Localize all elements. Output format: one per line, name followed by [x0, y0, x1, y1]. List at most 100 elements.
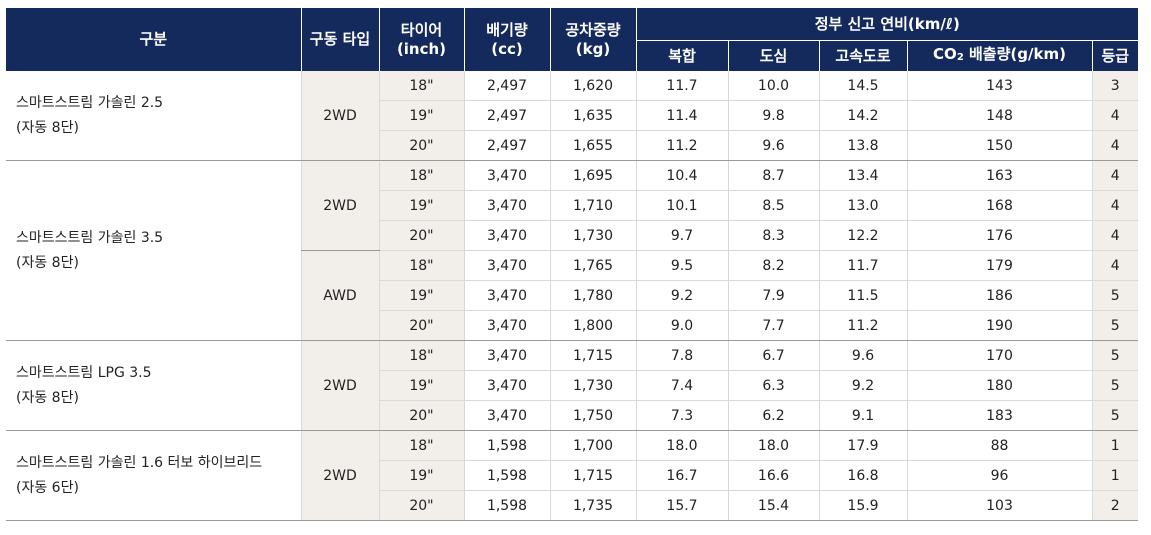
drive-type-cell: 2WD: [300, 160, 379, 251]
displacement-cell: 3,470: [463, 160, 550, 191]
header-fuel-efficiency-group: 정부 신고 연비(km/ℓ): [635, 8, 1138, 41]
header-curb-weight-label: 공차중량: [565, 20, 621, 39]
city-efficiency-cell: 9.6: [727, 130, 819, 161]
combined-efficiency-cell: 16.7: [635, 460, 728, 491]
tire-size-cell: 18": [378, 160, 464, 191]
efficiency-grade-cell: 3: [1091, 71, 1138, 101]
curb-weight-cell: 1,620: [549, 71, 636, 101]
efficiency-grade-cell: 5: [1091, 370, 1138, 401]
highway-efficiency-cell: 13.0: [818, 190, 907, 221]
highway-efficiency-cell: 11.2: [818, 310, 907, 341]
co2-emission-cell: 179: [906, 250, 1092, 281]
co2-emission-cell: 88: [906, 430, 1092, 461]
combined-efficiency-cell: 7.8: [635, 340, 728, 371]
co2-emission-cell: 183: [906, 400, 1092, 431]
city-efficiency-cell: 9.8: [727, 100, 819, 131]
efficiency-grade-cell: 1: [1091, 430, 1138, 461]
displacement-cell: 3,470: [463, 370, 550, 401]
combined-efficiency-cell: 11.7: [635, 71, 728, 101]
displacement-cell: 3,470: [463, 400, 550, 431]
displacement-cell: 3,470: [463, 310, 550, 341]
drive-type-cell: 2WD: [300, 340, 379, 431]
highway-efficiency-cell: 11.5: [818, 280, 907, 311]
city-efficiency-cell: 6.7: [727, 340, 819, 371]
combined-efficiency-cell: 10.1: [635, 190, 728, 221]
highway-efficiency-cell: 14.2: [818, 100, 907, 131]
curb-weight-cell: 1,735: [549, 490, 636, 521]
drive-type-cell: AWD: [300, 250, 379, 341]
co2-emission-cell: 163: [906, 160, 1092, 191]
combined-efficiency-cell: 9.2: [635, 280, 728, 311]
table-row: 19" 2,497 1,635 11.4 9.8 14.2 148 4: [6, 100, 1138, 131]
drive-type-cell: 2WD: [300, 71, 379, 161]
tire-size-cell: 18": [378, 340, 464, 371]
table-row: 20" 2,497 1,655 11.2 9.6 13.8 150 4: [6, 130, 1138, 161]
displacement-cell: 2,497: [463, 100, 550, 131]
displacement-cell: 3,470: [463, 280, 550, 311]
displacement-cell: 2,497: [463, 130, 550, 161]
highway-efficiency-cell: 13.8: [818, 130, 907, 161]
city-efficiency-cell: 10.0: [727, 71, 819, 101]
tire-size-cell: 20": [378, 400, 464, 431]
highway-efficiency-cell: 12.2: [818, 220, 907, 251]
table-body: 스마트스트림 가솔린 2.5 (자동 8단) 2WD 18" 2,497 1,620 11.…: [6, 71, 1138, 521]
displacement-cell: 3,470: [463, 250, 550, 281]
table-row: 20" 3,470 1,800 9.0 7.7 11.2 190 5: [6, 310, 1138, 341]
combined-efficiency-cell: 10.4: [635, 160, 728, 191]
curb-weight-cell: 1,700: [549, 430, 636, 461]
combined-efficiency-cell: 9.7: [635, 220, 728, 251]
curb-weight-cell: 1,715: [549, 460, 636, 491]
header-tire-label: 타이어: [400, 20, 443, 39]
header-displacement-unit: (cc): [491, 39, 523, 58]
co2-emission-cell: 143: [906, 71, 1092, 101]
tire-size-cell: 19": [378, 190, 464, 221]
city-efficiency-cell: 6.2: [727, 400, 819, 431]
table-row: 스마트스트림 가솔린 1.6 터보 하이브리드 (자동 6단) 2WD 18" 1,59…: [6, 430, 1138, 521]
table-row: AWD 18" 3,470 1,765 9.5 8.2 11.7 179 4: [6, 250, 1138, 341]
table-row: 20" 3,470 1,730 9.7 8.3 12.2 176 4: [6, 220, 1138, 251]
curb-weight-cell: 1,750: [549, 400, 636, 431]
tire-size-cell: 20": [378, 130, 464, 161]
combined-efficiency-cell: 15.7: [635, 490, 728, 521]
efficiency-grade-cell: 4: [1091, 130, 1138, 161]
co2-emission-cell: 148: [906, 100, 1092, 131]
displacement-cell: 1,598: [463, 460, 550, 491]
combined-efficiency-cell: 7.3: [635, 400, 728, 431]
efficiency-grade-cell: 4: [1091, 160, 1138, 191]
city-efficiency-cell: 6.3: [727, 370, 819, 401]
co2-emission-cell: 103: [906, 490, 1092, 521]
highway-efficiency-cell: 15.9: [818, 490, 907, 521]
tire-size-cell: 18": [378, 71, 464, 101]
table-row: 20" 3,470 1,750 7.3 6.2 9.1 183 5: [6, 400, 1138, 431]
combined-efficiency-cell: 18.0: [635, 430, 728, 461]
efficiency-grade-cell: 4: [1091, 190, 1138, 221]
tire-size-cell: 19": [378, 100, 464, 131]
table-row: 20" 1,598 1,735 15.7 15.4 15.9 103 2: [6, 490, 1138, 521]
header-displacement: 배기량 (cc): [463, 8, 550, 71]
co2-emission-cell: 150: [906, 130, 1092, 161]
combined-efficiency-cell: 11.4: [635, 100, 728, 131]
curb-weight-cell: 1,780: [549, 280, 636, 311]
city-efficiency-cell: 8.7: [727, 160, 819, 191]
tire-size-cell: 18": [378, 430, 464, 461]
curb-weight-cell: 1,800: [549, 310, 636, 341]
city-efficiency-cell: 7.7: [727, 310, 819, 341]
model-name-cell: 스마트스트림 가솔린 1.6 터보 하이브리드 (자동 6단): [6, 430, 301, 521]
header-curb-weight: 공차중량 (kg): [549, 8, 636, 71]
model-name-cell: 스마트스트림 가솔린 3.5 (자동 8단): [6, 160, 301, 341]
city-efficiency-cell: 16.6: [727, 460, 819, 491]
header-highway: 고속도로: [818, 40, 907, 71]
efficiency-grade-cell: 5: [1091, 280, 1138, 311]
tire-size-cell: 19": [378, 280, 464, 311]
displacement-cell: 3,470: [463, 340, 550, 371]
header-displacement-label: 배기량: [486, 20, 528, 39]
combined-efficiency-cell: 11.2: [635, 130, 728, 161]
highway-efficiency-cell: 16.8: [818, 460, 907, 491]
efficiency-grade-cell: 5: [1091, 340, 1138, 371]
header-co2-emission: CO2 배출량(g/km): [906, 40, 1092, 71]
tire-size-cell: 20": [378, 220, 464, 251]
city-efficiency-cell: 15.4: [727, 490, 819, 521]
curb-weight-cell: 1,730: [549, 370, 636, 401]
co2-emission-cell: 170: [906, 340, 1092, 371]
table-row: 19" 3,470 1,710 10.1 8.5 13.0 168 4: [6, 190, 1138, 221]
